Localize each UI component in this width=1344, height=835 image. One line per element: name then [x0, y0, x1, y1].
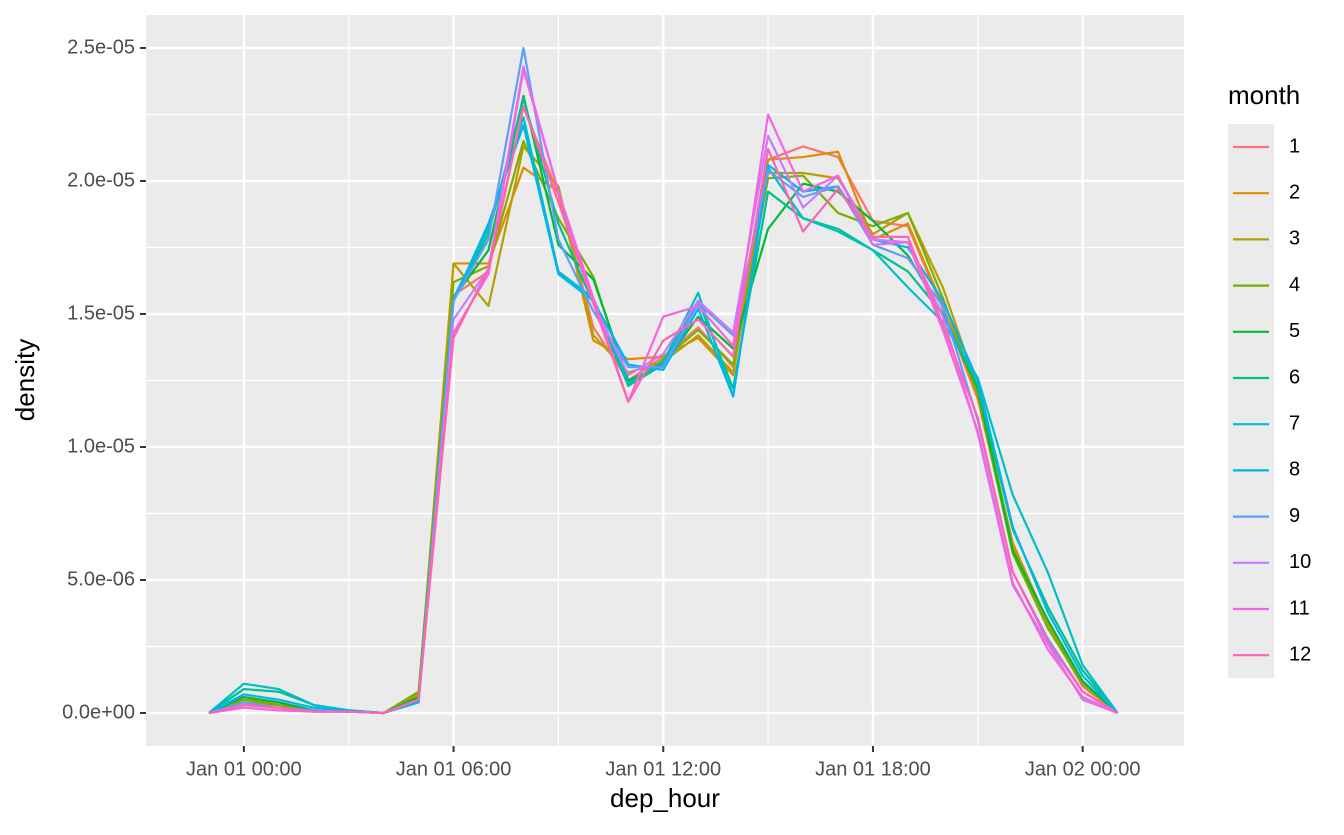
y-axis-title: density [10, 339, 40, 421]
legend-label: 8 [1289, 459, 1300, 481]
x-tick-label: Jan 01 12:00 [605, 758, 721, 780]
legend-label: 12 [1289, 643, 1311, 665]
legend-label: 6 [1289, 366, 1300, 388]
y-tick-label: 5.0e-06 [67, 568, 135, 590]
x-tick-label: Jan 01 06:00 [396, 758, 512, 780]
x-axis-title: dep_hour [610, 783, 720, 813]
legend-label: 1 [1289, 135, 1300, 157]
y-tick-label: 0.0e+00 [62, 701, 135, 723]
legend-label: 2 [1289, 181, 1300, 203]
y-tick-label: 1.5e-05 [67, 302, 135, 324]
x-tick-label: Jan 01 18:00 [815, 758, 931, 780]
legend-label: 4 [1289, 274, 1300, 296]
legend-label: 3 [1289, 228, 1300, 250]
y-tick-label: 2.0e-05 [67, 169, 135, 191]
legend-label: 11 [1289, 597, 1310, 619]
legend-key-background [1228, 124, 1274, 678]
legend-label: 10 [1289, 551, 1311, 573]
axes: 0.0e+00 5.0e-06 1.0e-05 1.5e-05 2.0e-05 2.5e-… [62, 36, 1140, 780]
y-tick-label: 1.0e-05 [67, 435, 135, 457]
legend-label: 7 [1289, 412, 1300, 434]
x-tick-label: Jan 01 00:00 [186, 758, 302, 780]
lines [208, 46, 1119, 715]
legend-label: 9 [1289, 505, 1300, 527]
y-tick-label: 2.5e-05 [67, 36, 135, 58]
legend-label: 5 [1289, 320, 1300, 342]
x-tick-label: Jan 02 00:00 [1025, 758, 1141, 780]
legend-title: month [1228, 80, 1300, 110]
series-line [208, 105, 1119, 715]
